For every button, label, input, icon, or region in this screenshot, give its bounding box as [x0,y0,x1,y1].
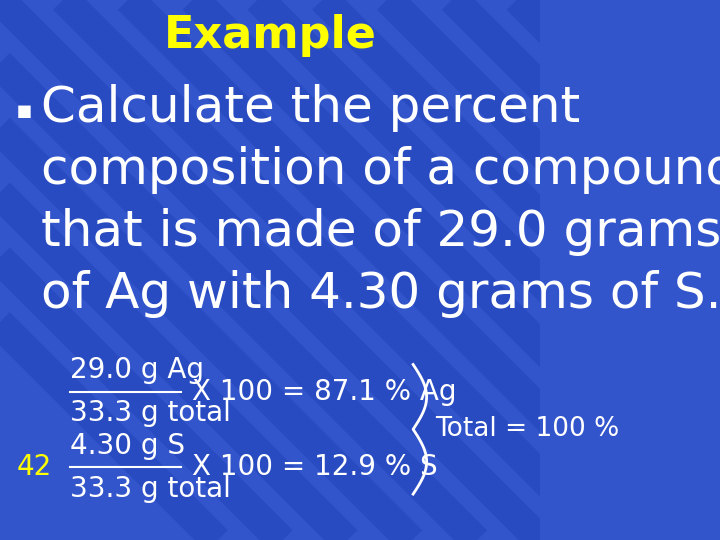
Text: X 100 = 87.1 % Ag: X 100 = 87.1 % Ag [192,377,456,406]
Text: composition of a compound: composition of a compound [40,146,720,194]
Text: X 100 = 12.9 % S: X 100 = 12.9 % S [192,453,437,481]
Text: Calculate the percent: Calculate the percent [40,84,580,132]
Text: 29.0 g Ag: 29.0 g Ag [71,356,204,384]
Text: Example: Example [163,14,377,57]
Text: 42: 42 [17,453,51,481]
Text: that is made of 29.0 grams: that is made of 29.0 grams [40,208,720,256]
Text: ▪: ▪ [17,99,33,123]
Text: 33.3 g total: 33.3 g total [71,475,231,503]
Text: 33.3 g total: 33.3 g total [71,399,231,427]
Text: Total = 100 %: Total = 100 % [435,416,619,442]
Text: of Ag with 4.30 grams of S.: of Ag with 4.30 grams of S. [40,271,720,318]
Text: 4.30 g S: 4.30 g S [71,431,185,460]
